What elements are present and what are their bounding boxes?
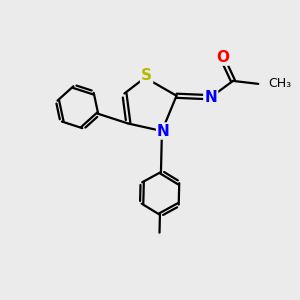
Text: S: S	[141, 68, 152, 83]
Text: N: N	[157, 124, 170, 139]
Text: O: O	[216, 50, 229, 64]
Text: CH₃: CH₃	[268, 77, 291, 90]
Text: N: N	[204, 90, 217, 105]
